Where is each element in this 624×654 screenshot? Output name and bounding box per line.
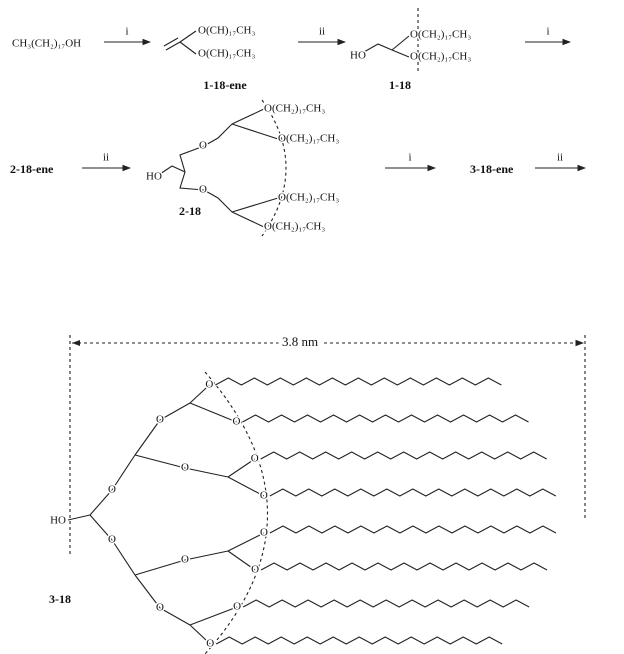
bond <box>134 574 161 609</box>
atom: O <box>205 379 213 391</box>
atom: O <box>233 601 241 613</box>
reagent: i <box>546 26 549 38</box>
start: CH₃(CH₂)₁₇OH <box>12 38 81 50</box>
compound-label: 3-18-ene <box>470 162 514 176</box>
bond <box>134 419 161 456</box>
reagent: ii <box>103 152 109 164</box>
bond <box>227 532 265 552</box>
alkyl-chain <box>242 599 530 608</box>
reagent: i <box>125 26 128 38</box>
atom: O(CH₂)₁₇CH₃ <box>278 192 339 204</box>
reagent: i <box>408 152 411 164</box>
compound-label: 2-18-ene <box>10 162 54 176</box>
bond <box>227 476 265 497</box>
alkyl-chain <box>242 414 529 423</box>
bond <box>189 384 210 404</box>
bond <box>159 402 191 421</box>
reagent: ii <box>557 152 563 164</box>
alkyl-chain <box>260 451 547 460</box>
bond <box>134 454 186 469</box>
atom: HO <box>350 50 366 62</box>
bond <box>67 514 91 521</box>
bond <box>184 550 229 561</box>
alkyl-chain <box>215 636 503 645</box>
atom: O(CH₂)₁₇CH₃ <box>278 133 339 145</box>
atom: O <box>199 140 207 152</box>
compound-label: 1-18 <box>389 78 411 92</box>
atom: O <box>181 462 189 474</box>
reagent: ii <box>319 26 325 38</box>
atom: O <box>108 484 116 496</box>
bond <box>189 624 211 645</box>
atom: O <box>260 490 268 502</box>
bond <box>111 454 136 491</box>
compound-label: 2-18 <box>179 204 201 218</box>
bond <box>227 550 256 571</box>
atom: O <box>108 534 116 546</box>
bond <box>134 559 186 576</box>
dimension <box>69 335 586 555</box>
compound-label: 1-18-ene <box>203 78 247 92</box>
atom: O(CH)₁₇CH₃ <box>198 25 256 37</box>
atom: HO <box>146 171 162 183</box>
atom: O(CH₂)₁₇CH₃ <box>410 29 471 41</box>
bond <box>227 458 255 478</box>
structure-2-18 <box>159 99 287 237</box>
atom: O(CH₂)₁₇CH₃ <box>264 221 325 233</box>
bond <box>89 514 113 541</box>
atom: O <box>181 554 189 566</box>
atom: O <box>251 453 259 465</box>
atom: O <box>251 564 259 576</box>
compound-label: 3-18 <box>49 592 71 606</box>
bond <box>189 606 238 626</box>
atom: O(CH)₁₇CH₃ <box>198 48 256 60</box>
atom: O(CH₂)₁₇CH₃ <box>264 103 325 115</box>
atom: O <box>260 527 268 539</box>
alkyl-chain <box>269 525 557 534</box>
atom: O <box>206 638 214 650</box>
alkyl-chain <box>215 377 502 386</box>
bond <box>89 489 113 516</box>
bond <box>184 467 229 478</box>
bond <box>111 539 136 576</box>
structure-3-18: HO O O O O O O O O O O O O O O <box>49 371 557 654</box>
alkyl-chain <box>269 488 557 497</box>
atom: O <box>156 602 164 614</box>
dimension-label: 3.8 nm <box>282 334 318 349</box>
bond <box>189 402 237 423</box>
structure-1-18-ene <box>163 30 197 55</box>
atom: O <box>199 184 207 196</box>
atom: O <box>233 416 241 428</box>
arc <box>204 371 268 654</box>
atom: O <box>156 414 164 426</box>
atom: HO <box>50 515 66 527</box>
bond <box>159 607 191 626</box>
atom: O(CH₂)₁₇CH₃ <box>410 51 471 63</box>
structure-1-18 <box>363 8 419 72</box>
alkyl-chain <box>260 562 548 571</box>
